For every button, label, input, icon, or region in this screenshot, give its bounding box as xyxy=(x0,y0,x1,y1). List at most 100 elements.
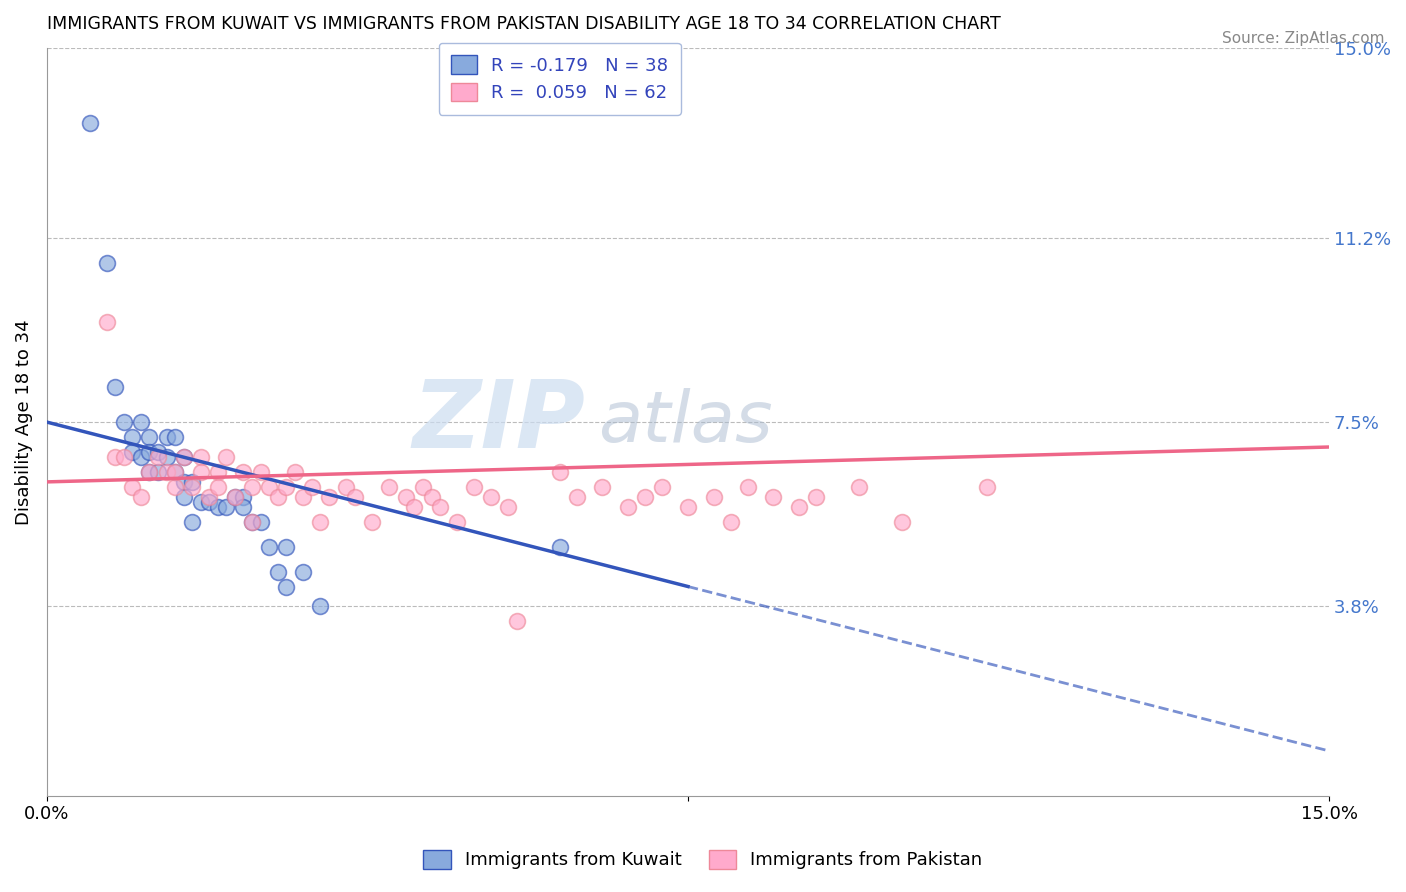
Point xyxy=(240,480,263,494)
Point xyxy=(146,465,169,479)
Point xyxy=(138,445,160,459)
Point xyxy=(96,316,118,330)
Point xyxy=(360,515,382,529)
Point xyxy=(720,515,742,529)
Point xyxy=(404,500,426,514)
Point xyxy=(309,599,332,614)
Point xyxy=(181,475,204,489)
Y-axis label: Disability Age 18 to 34: Disability Age 18 to 34 xyxy=(15,319,32,524)
Point xyxy=(249,515,271,529)
Point xyxy=(378,480,401,494)
Point xyxy=(173,450,195,464)
Point xyxy=(224,490,246,504)
Point xyxy=(190,495,212,509)
Point xyxy=(121,445,143,459)
Point xyxy=(257,480,280,494)
Point xyxy=(155,465,177,479)
Point xyxy=(429,500,451,514)
Point xyxy=(190,465,212,479)
Point xyxy=(804,490,827,504)
Point xyxy=(232,500,254,514)
Point xyxy=(463,480,485,494)
Text: Source: ZipAtlas.com: Source: ZipAtlas.com xyxy=(1222,31,1385,46)
Point xyxy=(318,490,340,504)
Point xyxy=(121,430,143,444)
Point xyxy=(276,480,298,494)
Point xyxy=(412,480,434,494)
Point xyxy=(343,490,366,504)
Point xyxy=(276,540,298,554)
Point xyxy=(565,490,588,504)
Point xyxy=(634,490,657,504)
Point xyxy=(165,480,187,494)
Point xyxy=(198,495,221,509)
Point xyxy=(173,475,195,489)
Point xyxy=(284,465,307,479)
Point xyxy=(292,565,315,579)
Text: atlas: atlas xyxy=(598,388,773,457)
Point xyxy=(165,430,187,444)
Text: IMMIGRANTS FROM KUWAIT VS IMMIGRANTS FROM PAKISTAN DISABILITY AGE 18 TO 34 CORRE: IMMIGRANTS FROM KUWAIT VS IMMIGRANTS FRO… xyxy=(46,15,1001,33)
Point xyxy=(181,515,204,529)
Point xyxy=(112,415,135,429)
Point xyxy=(249,465,271,479)
Point xyxy=(215,450,238,464)
Point xyxy=(138,465,160,479)
Point xyxy=(232,465,254,479)
Point xyxy=(335,480,357,494)
Point xyxy=(104,450,127,464)
Legend: Immigrants from Kuwait, Immigrants from Pakistan: Immigrants from Kuwait, Immigrants from … xyxy=(415,841,991,879)
Point xyxy=(617,500,640,514)
Point xyxy=(848,480,870,494)
Point xyxy=(146,445,169,459)
Point xyxy=(96,255,118,269)
Point xyxy=(207,500,229,514)
Point xyxy=(207,465,229,479)
Point xyxy=(301,480,323,494)
Point xyxy=(138,430,160,444)
Point xyxy=(395,490,418,504)
Point xyxy=(121,480,143,494)
Point xyxy=(190,450,212,464)
Point xyxy=(479,490,502,504)
Point xyxy=(592,480,614,494)
Point xyxy=(976,480,998,494)
Point xyxy=(676,500,699,514)
Point xyxy=(129,415,152,429)
Point xyxy=(155,430,177,444)
Point xyxy=(198,490,221,504)
Point xyxy=(737,480,759,494)
Point xyxy=(232,490,254,504)
Point xyxy=(257,540,280,554)
Point xyxy=(506,615,529,629)
Point xyxy=(146,450,169,464)
Point xyxy=(420,490,443,504)
Point xyxy=(79,116,101,130)
Point xyxy=(224,490,246,504)
Point xyxy=(890,515,912,529)
Point xyxy=(292,490,315,504)
Point xyxy=(309,515,332,529)
Point xyxy=(173,450,195,464)
Legend: R = -0.179   N = 38, R =  0.059   N = 62: R = -0.179 N = 38, R = 0.059 N = 62 xyxy=(439,43,681,115)
Point xyxy=(276,580,298,594)
Point xyxy=(762,490,785,504)
Point xyxy=(173,490,195,504)
Point xyxy=(446,515,468,529)
Point xyxy=(129,450,152,464)
Text: ZIP: ZIP xyxy=(412,376,585,468)
Point xyxy=(651,480,673,494)
Point xyxy=(138,465,160,479)
Point xyxy=(215,500,238,514)
Point xyxy=(165,465,187,479)
Point xyxy=(207,480,229,494)
Point xyxy=(155,450,177,464)
Point xyxy=(104,380,127,394)
Point xyxy=(240,515,263,529)
Point xyxy=(240,515,263,529)
Point xyxy=(498,500,520,514)
Point xyxy=(181,480,204,494)
Point xyxy=(129,490,152,504)
Point xyxy=(703,490,725,504)
Point xyxy=(548,465,571,479)
